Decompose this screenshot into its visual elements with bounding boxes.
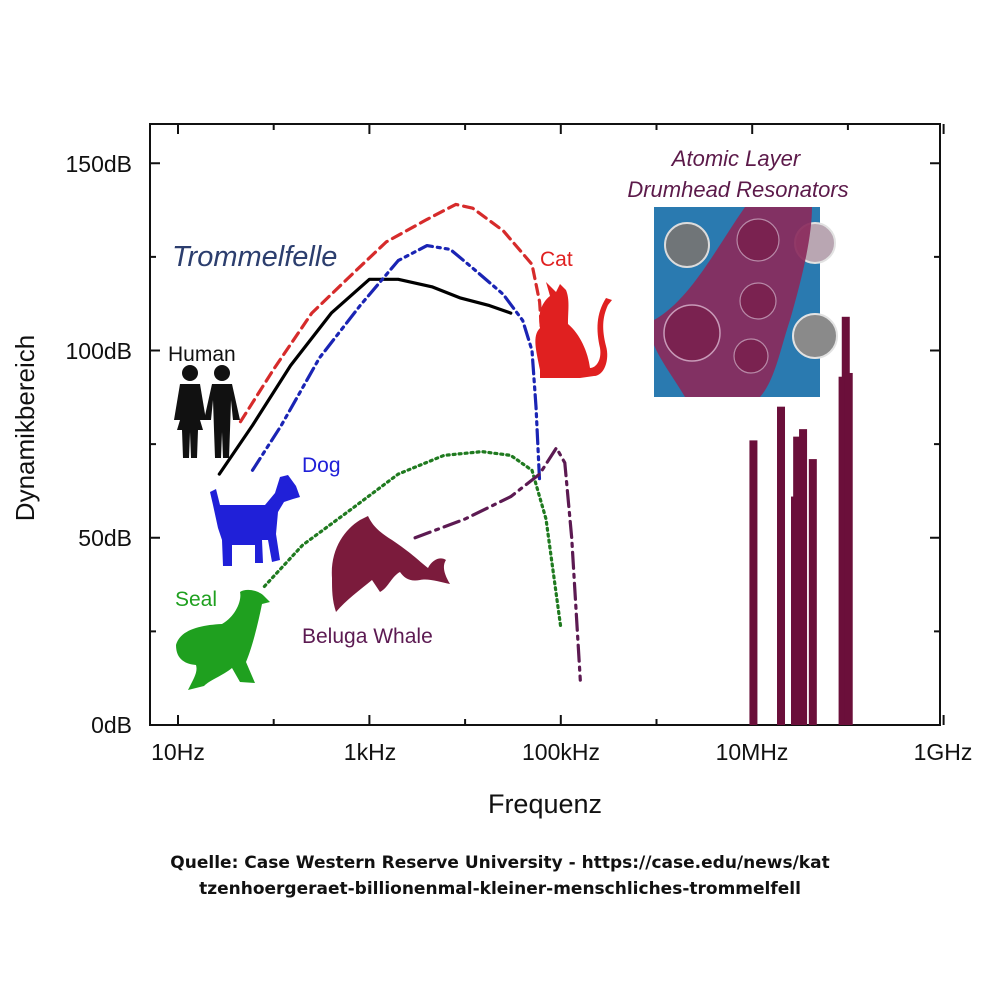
dog-icon [210,475,300,566]
series-label-seal: Seal [175,588,217,611]
series-lines [217,202,582,682]
resonator-bar [793,436,802,725]
series-label-human: Human [168,343,236,366]
human-icon [174,365,240,458]
chart: 150dB 100dB 50dB 0dB 10Hz 1kHz 100kHz 10… [10,123,973,819]
x-axis-title: Frequenz [488,789,602,819]
y-tick-label: 50dB [78,525,132,551]
y-tick-label: 0dB [91,712,132,738]
resonator-bar [799,429,808,725]
source-line-1: Quelle: Case Western Reserve University … [170,853,830,873]
trommelfelle-label: Trommelfelle [172,241,337,273]
plot-frame [149,123,941,726]
series-line-cat [238,202,548,424]
device-title-line1: Atomic Layer [670,146,802,171]
x-tick-label: 100kHz [522,739,600,765]
series-line-dog [250,244,542,484]
resonator-bar [808,459,817,725]
series-label-dog: Dog [302,454,341,477]
series-label-cat: Cat [540,248,573,271]
x-tick-label: 1kHz [344,739,396,765]
y-tick-label: 150dB [65,151,132,177]
series-label-beluga: Beluga Whale [302,625,433,648]
resonator-bar [777,406,786,725]
x-axis [177,124,945,725]
series-line-beluga-whale [413,446,582,682]
resonator-micrograph [654,207,838,397]
y-axis-title: Dynamikbereich [10,335,40,521]
seal-icon [176,589,270,690]
source-line-2: tzenhoergeraet-billionenmal-kleiner-mens… [199,879,801,899]
y-tick-label: 100dB [65,338,132,364]
x-tick-label: 10MHz [716,739,789,765]
resonator-bar [749,440,758,725]
y-axis [150,162,940,726]
x-tick-label: 10Hz [151,739,205,765]
device-title-line2: Drumhead Resonators [627,177,848,202]
series-line-human [217,277,513,476]
source-citation: Quelle: Case Western Reserve University … [40,850,1000,902]
resonator-bars [749,316,853,725]
whale-icon [331,516,450,612]
cat-icon [535,282,612,378]
series-line-seal [262,450,563,630]
resonator-bar [844,372,853,725]
x-tick-label: 1GHz [914,739,973,765]
